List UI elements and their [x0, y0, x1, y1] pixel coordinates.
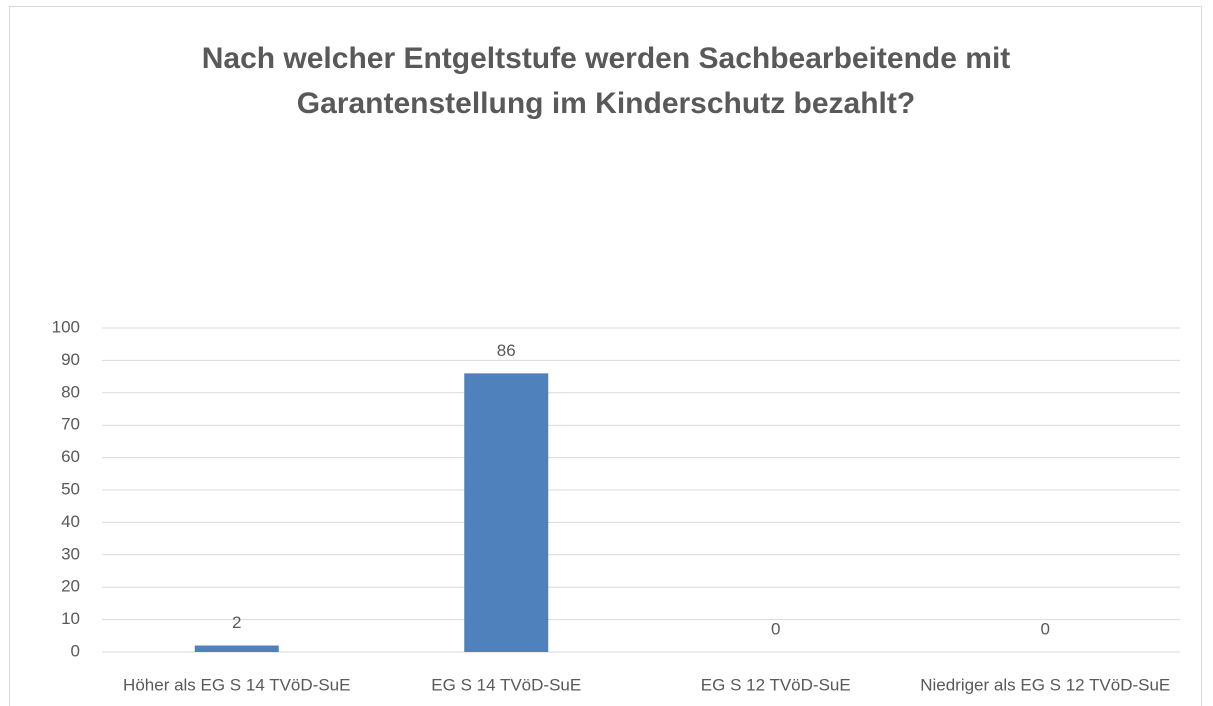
y-tick-label: 60 — [61, 447, 80, 466]
y-tick-label: 30 — [61, 544, 80, 563]
x-tick-label: EG S 12 TVöD-SuE — [701, 675, 851, 694]
data-label: 0 — [771, 619, 780, 638]
y-tick-label: 10 — [61, 609, 80, 628]
y-tick-label: 0 — [71, 641, 80, 660]
data-label: 0 — [1041, 619, 1050, 638]
bar — [194, 645, 279, 652]
y-tick-label: 50 — [61, 479, 80, 498]
data-label: 2 — [232, 613, 241, 632]
chart-frame — [9, 6, 1202, 706]
y-tick-label: 40 — [61, 512, 80, 531]
y-tick-label: 100 — [52, 317, 80, 336]
data-label: 86 — [497, 341, 516, 360]
bar — [464, 373, 549, 652]
x-tick-label: Höher als EG S 14 TVöD-SuE — [123, 675, 350, 694]
y-tick-label: 90 — [61, 350, 80, 369]
chart-title: Nach welcher Entgeltstufe werden Sachbea… — [201, 42, 1011, 120]
y-tick-label: 70 — [61, 415, 80, 434]
y-tick-label: 20 — [61, 577, 80, 596]
x-tick-label: EG S 14 TVöD-SuE — [431, 675, 581, 694]
x-tick-label: Niedriger als EG S 12 TVöD-SuE — [920, 675, 1170, 694]
y-tick-label: 80 — [61, 382, 80, 401]
